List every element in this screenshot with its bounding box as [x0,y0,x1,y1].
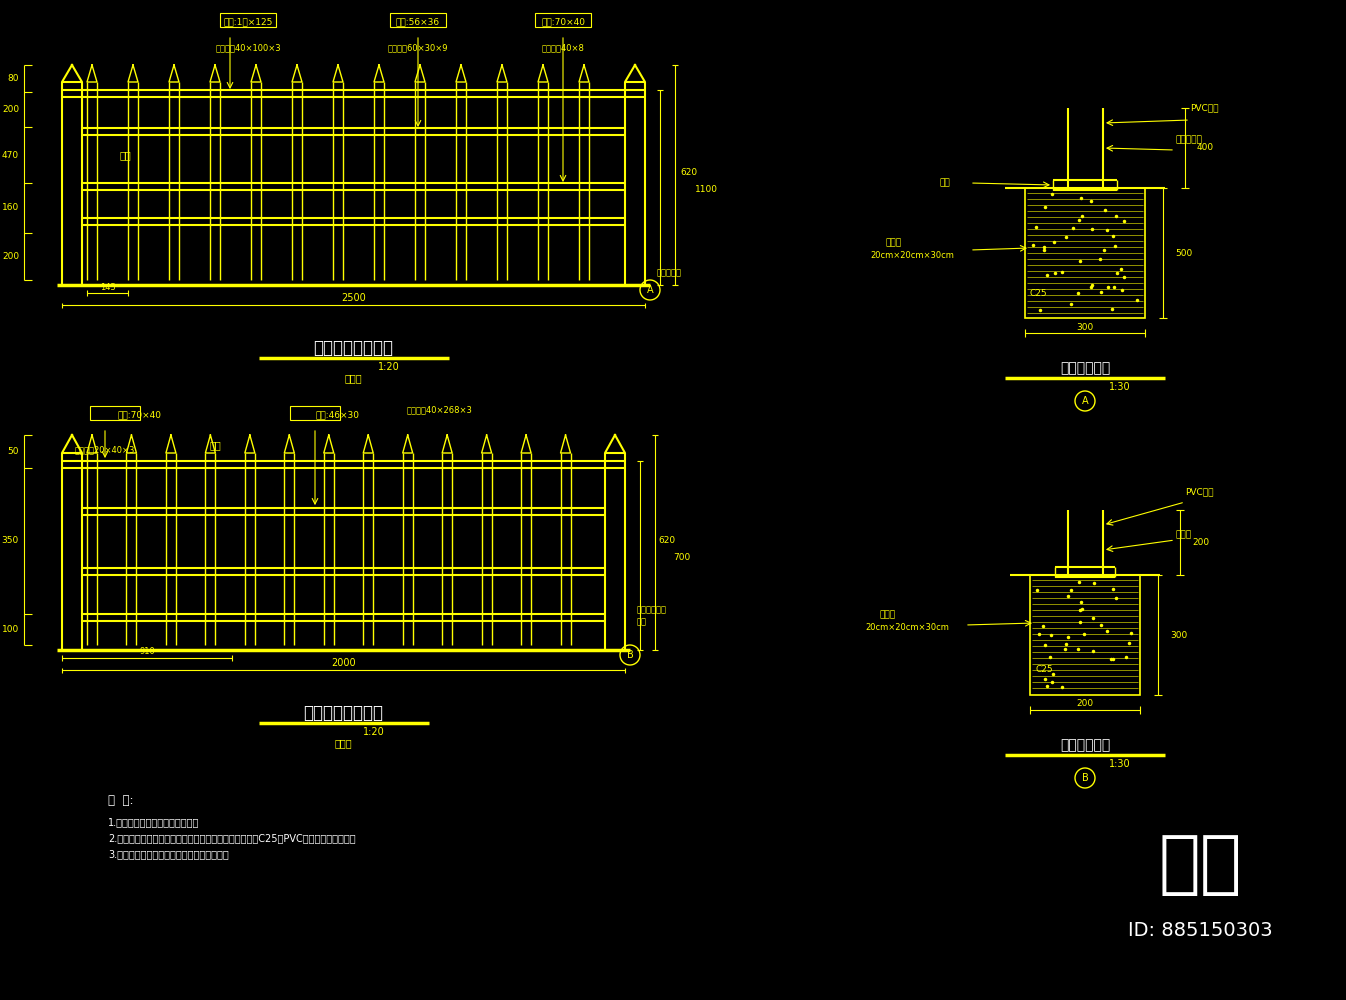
Text: 200: 200 [1,105,19,114]
Text: 基座一: 基座一 [886,238,900,247]
Text: 钢特方管40×8: 钢特方管40×8 [541,43,584,52]
Text: 910: 910 [139,648,155,656]
Text: 基座二: 基座二 [880,610,896,619]
Text: 1:20: 1:20 [362,727,385,737]
Text: 1100: 1100 [695,186,717,194]
Text: 人行道护栏立面图: 人行道护栏立面图 [314,339,393,357]
Text: 350: 350 [1,536,19,545]
Bar [1030,575,1140,695]
Text: 型材:46×30: 型材:46×30 [315,410,359,420]
Text: 20cm×20cm×30cm: 20cm×20cm×30cm [865,624,949,633]
Text: 型材:1管×125: 型材:1管×125 [223,17,273,26]
Text: 绿化带基座图: 绿化带基座图 [1059,738,1110,752]
Text: 钢特方管60×30×9: 钢特方管60×30×9 [388,43,448,52]
Text: 700: 700 [673,553,690,562]
Text: 绿化带护栏立面图: 绿化带护栏立面图 [303,704,384,722]
Text: 2.人行道墙施时应预留基座孔洞，安装栏杆柱时，将灌浇C25砼PVC护栏颜色均为白色。: 2.人行道墙施时应预留基座孔洞，安装栏杆柱时，将灌浇C25砼PVC护栏颜色均为白… [108,833,355,843]
Text: 80: 80 [8,74,19,83]
Bar [390,13,446,27]
Text: 颞垫: 颞垫 [940,178,950,188]
Bar [90,406,140,420]
Text: 绿化管: 绿化管 [1175,530,1191,540]
Text: 标准片: 标准片 [345,373,362,383]
Text: PVC覆料: PVC覆料 [1190,104,1218,112]
Text: 白色: 白色 [120,150,132,160]
Text: 1.图中尺寸除注明外均以毫米计。: 1.图中尺寸除注明外均以毫米计。 [108,817,199,827]
Text: 100: 100 [1,625,19,634]
Text: 3.护栏分段安装，在单位大门、支路口断开。: 3.护栏分段安装，在单位大门、支路口断开。 [108,849,229,859]
Text: C25: C25 [1030,288,1047,298]
Text: A: A [646,285,653,295]
Text: 人行道柱间: 人行道柱间 [657,268,682,277]
Text: 160: 160 [1,204,19,213]
Text: 标准片: 标准片 [335,738,353,748]
Text: 绿化带镶嵌石: 绿化带镶嵌石 [637,605,668,614]
Text: 300: 300 [1077,322,1093,332]
Text: B: B [1082,773,1089,783]
Text: 型材:70×40: 型材:70×40 [541,17,586,26]
Text: 300: 300 [1170,631,1187,640]
Text: 620: 620 [680,168,697,177]
Text: 400: 400 [1197,143,1214,152]
Text: 型材:70×40: 型材:70×40 [118,410,162,420]
Text: 型材:56×36: 型材:56×36 [396,17,440,26]
Text: 200: 200 [1193,538,1209,547]
Text: 白色: 白色 [209,440,221,450]
Text: 钢特方管40×268×3: 钢特方管40×268×3 [406,406,472,414]
Text: 知末: 知末 [1159,832,1242,898]
Text: 人行道基座图: 人行道基座图 [1059,361,1110,375]
Text: PVC覆料: PVC覆料 [1184,488,1214,496]
Text: 2000: 2000 [331,658,355,668]
Text: 钢特方管40×100×3: 钢特方管40×100×3 [215,43,281,52]
Text: 说  明:: 说 明: [108,794,133,806]
Text: B: B [627,650,634,660]
Text: C25: C25 [1035,666,1053,674]
Text: 人行道顶面: 人行道顶面 [1175,135,1202,144]
Text: 2500: 2500 [341,293,366,303]
Text: 470: 470 [1,150,19,159]
Text: 50: 50 [8,447,19,456]
Text: ID: 885150303: ID: 885150303 [1128,920,1272,940]
Text: 1:30: 1:30 [1109,759,1131,769]
Text: A: A [1082,396,1089,406]
Text: 20cm×20cm×30cm: 20cm×20cm×30cm [870,251,954,260]
Bar [1026,188,1145,318]
Bar [219,13,276,27]
Bar [289,406,341,420]
Text: 1:20: 1:20 [378,362,400,372]
Text: 草面: 草面 [637,617,647,626]
Bar [534,13,591,27]
Text: 200: 200 [1,252,19,261]
Text: 钢特方管20×40×3: 钢特方管20×40×3 [75,446,136,454]
Text: 145: 145 [100,282,116,292]
Text: 500: 500 [1175,248,1193,257]
Text: 620: 620 [658,536,676,545]
Text: 200: 200 [1077,700,1093,708]
Text: 1:30: 1:30 [1109,382,1131,392]
